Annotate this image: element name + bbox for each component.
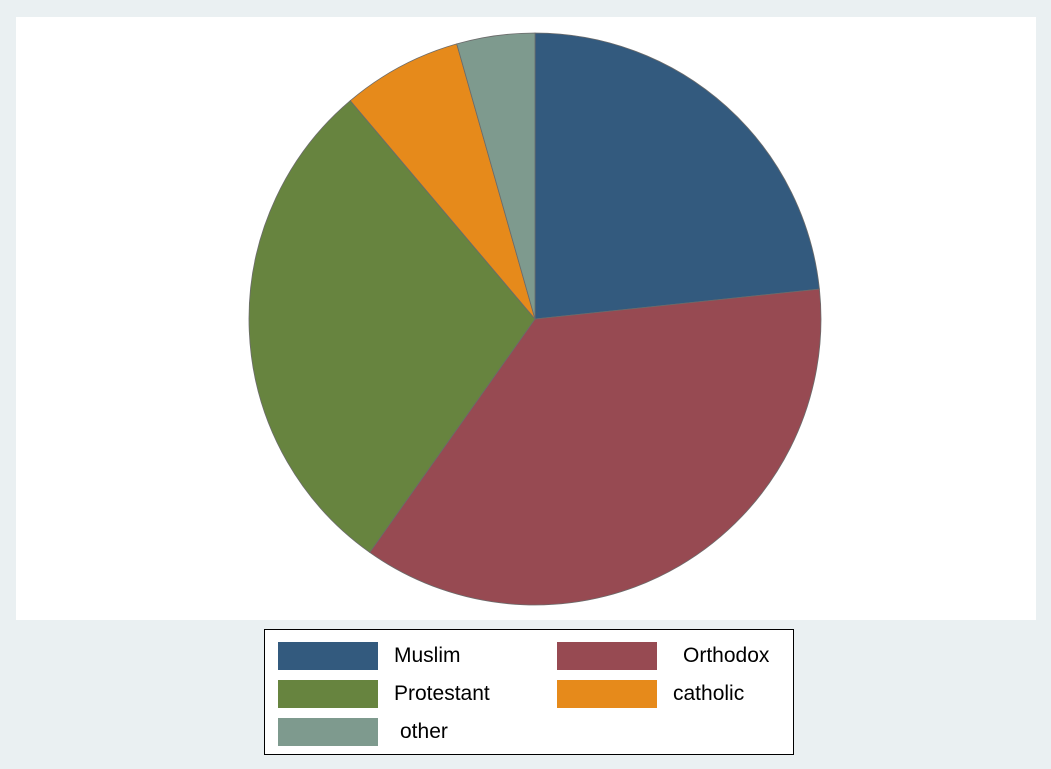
legend-item-catholic: catholic: [557, 679, 744, 709]
legend-item-muslim: Muslim: [278, 641, 461, 671]
legend-swatch-catholic: [557, 680, 657, 708]
legend-item-other: other: [278, 717, 448, 747]
legend-swatch-orthodox: [557, 642, 657, 670]
pie-slice-muslim: [534, 32, 820, 320]
legend-swatch-protestant: [278, 680, 378, 708]
legend-label-muslim: Muslim: [394, 644, 461, 667]
pie-slice-orthodox: [369, 288, 822, 606]
pie-slice-other: [456, 32, 536, 320]
plot-area: [16, 17, 1036, 620]
legend-label-other: other: [400, 720, 448, 743]
legend-swatch-muslim: [278, 642, 378, 670]
legend-label-protestant: Protestant: [394, 682, 490, 705]
pie-slice-protestant: [248, 100, 536, 553]
pie-slice-catholic: [349, 43, 536, 320]
legend: Muslim Orthodox Protestant catholic othe…: [264, 629, 794, 755]
pie-chart: [248, 32, 822, 606]
legend-swatch-other: [278, 718, 378, 746]
legend-label-catholic: catholic: [673, 682, 745, 705]
legend-label-orthodox: Orthodox: [683, 644, 770, 667]
legend-item-orthodox: Orthodox: [557, 641, 769, 671]
legend-item-protestant: Protestant: [278, 679, 490, 709]
